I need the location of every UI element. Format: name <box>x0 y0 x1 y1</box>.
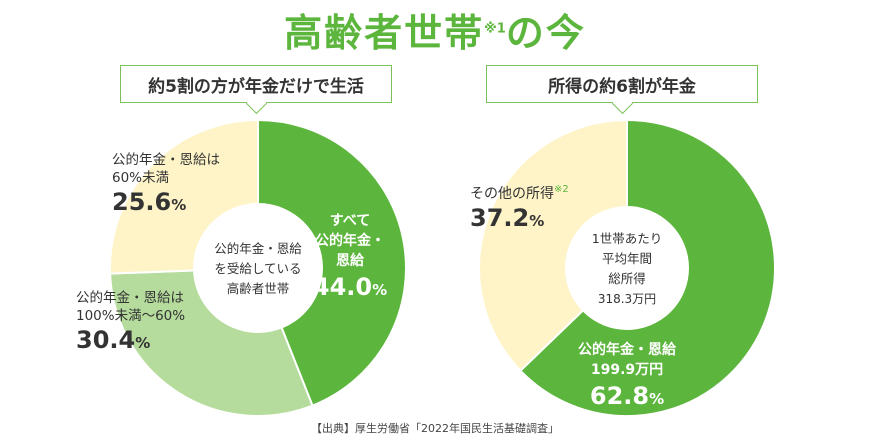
pie-1-center-text: 318.3万円 <box>598 292 656 306</box>
pie-1-center-text: 総所得 <box>608 271 646 286</box>
pie-1-center-text: 平均年間 <box>602 251 652 266</box>
pie-1-slice-0-label: 公的年金・恩給 <box>578 341 677 358</box>
pie-1-center-text: 1世帯あたり <box>592 231 662 246</box>
pie-1-slice-1-unit: % <box>529 212 544 230</box>
source-note: 【出典】厚生労働省「2022年国民生活基礎調査」 <box>0 420 870 436</box>
pie-1-slice-0-label: 199.9万円 <box>591 362 663 378</box>
pie-1-slice-1-label: その他の所得※2 <box>470 184 569 202</box>
pie-1-slice-1-note: ※2 <box>554 184 569 195</box>
pie-1-center-hole <box>565 206 689 330</box>
pie-1-slice-0-unit: % <box>649 390 664 408</box>
